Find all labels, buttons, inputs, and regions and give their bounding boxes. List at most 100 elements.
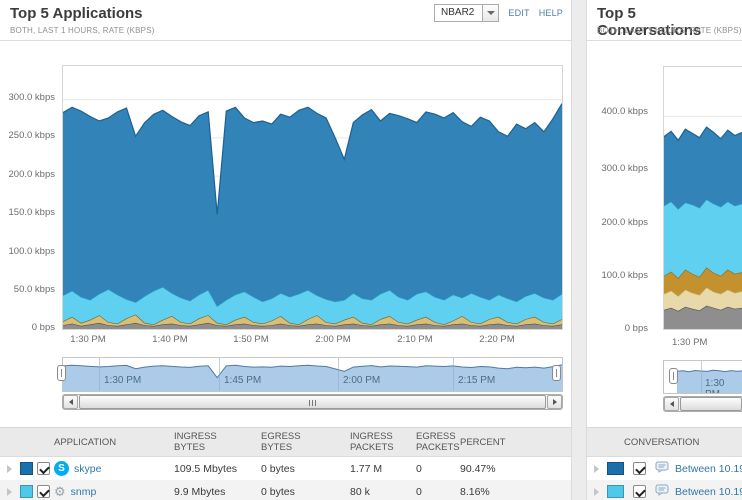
help-link[interactable]: HELP	[538, 8, 563, 18]
stacked-area-svg	[63, 99, 562, 329]
panel-subtitle: BOTH, LAST 1 HOURS, RATE (KBPS)	[10, 26, 155, 35]
scrubber-gridline	[453, 358, 454, 391]
scrubber-mini-chart	[677, 369, 742, 393]
application-link[interactable]: skype	[74, 462, 102, 475]
x-tick-label: 1:40 PM	[152, 334, 188, 345]
expand-arrow-icon[interactable]	[7, 487, 12, 496]
scrubber-mini-chart	[63, 364, 562, 391]
y-tick-label: 150.0 kbps	[8, 207, 55, 218]
chart-scrollbar[interactable]	[62, 394, 563, 410]
y-tick-label: 200.0 kbps	[601, 217, 648, 228]
x-tick-label: 2:00 PM	[315, 334, 351, 345]
row-checkbox[interactable]	[37, 485, 50, 498]
arrow-left-icon	[669, 401, 674, 407]
scrollbar-thumb[interactable]	[680, 397, 742, 411]
x-tick-label: 1:30 PM	[70, 334, 106, 345]
header-controls: NBAR2 EDIT HELP	[434, 4, 563, 22]
y-tick-label: 100.0 kbps	[8, 246, 55, 257]
scrollbar-left-arrow[interactable]	[63, 395, 78, 409]
time-range-scrubber[interactable]: 1:30 PM 1:45 PM 2:00 PM 2:15 PM	[62, 357, 563, 392]
ingress-packets-value: 80 k	[350, 485, 370, 498]
ingress-packets-value: 1.77 M	[350, 462, 383, 475]
row-checkbox[interactable]	[633, 485, 646, 498]
scrubber-left-handle[interactable]	[57, 365, 66, 381]
conversation-link[interactable]: Between 10.19	[675, 462, 742, 475]
y-tick-label: 0 bps	[624, 323, 648, 334]
row-checkbox[interactable]	[633, 462, 646, 475]
scrollbar-right-arrow[interactable]	[547, 395, 562, 409]
col-egress-packets: EGRESS PACKETS	[416, 431, 460, 453]
applications-table: APPLICATION INGRESS BYTES EGRESS BYTES I…	[0, 427, 571, 500]
page-title: Top 5 Applications	[10, 5, 143, 22]
egress-packets-value: 0	[416, 462, 422, 475]
table-row: Between 10.19	[587, 457, 742, 480]
scrubber-tick-label: 2:00 PM	[343, 375, 381, 386]
y-tick-label: 200.0 kbps	[8, 169, 55, 180]
y-tick-label: 100.0 kbps	[601, 270, 648, 281]
y-tick-label: 250.0 kbps	[8, 130, 55, 141]
scrollbar-grip-icon	[308, 400, 317, 406]
x-tick-label: 1:50 PM	[233, 334, 269, 345]
y-tick-label: 50.0 kbps	[13, 284, 55, 295]
conversation-icon	[655, 484, 675, 499]
col-ingress-bytes: INGRESS BYTES	[174, 431, 217, 453]
arrow-left-icon	[68, 399, 73, 405]
y-tick-label: 0 bps	[31, 322, 55, 333]
scrollbar-left-arrow[interactable]	[664, 397, 679, 411]
egress-packets-value: 0	[416, 485, 422, 498]
series-color-swatch	[20, 485, 33, 498]
conversations-area-chart	[663, 66, 742, 330]
scrubber-gridline	[338, 358, 339, 391]
conversations-table: CONVERSATION Between 10.19 Between 10.19	[587, 427, 742, 500]
y-tick-label: 300.0 kbps	[8, 92, 55, 103]
gear-icon	[54, 485, 66, 498]
expand-arrow-icon[interactable]	[594, 464, 599, 473]
egress-bytes-value: 0 bytes	[261, 485, 295, 498]
page-title: Top 5 Conversations	[597, 5, 702, 39]
expand-arrow-icon[interactable]	[7, 464, 12, 473]
col-ingress-packets: INGRESS PACKETS	[350, 431, 394, 453]
col-percent: PERCENT	[460, 436, 506, 448]
skype-icon	[54, 461, 69, 476]
scrubber-gridline	[99, 358, 100, 391]
row-checkbox[interactable]	[37, 462, 50, 475]
ingress-bytes-value: 109.5 Mbytes	[174, 462, 238, 475]
table-header-row: CONVERSATION	[587, 427, 742, 457]
chart-scrollbar[interactable]	[663, 396, 742, 412]
application-link[interactable]: snmp	[70, 485, 97, 498]
scrubber-tick-label: 1:30 PM	[705, 378, 725, 393]
scrubber-gridline	[219, 358, 220, 391]
edit-link[interactable]: EDIT	[508, 8, 530, 18]
table-row: snmp 9.9 Mbytes 0 bytes 80 k 0 8.16%	[0, 480, 571, 500]
scrollbar-thumb[interactable]	[79, 395, 546, 409]
x-tick-label: 1:30 PM	[672, 337, 708, 348]
x-tick-label: 2:10 PM	[397, 334, 433, 345]
panel-header: Top 5 Applications BOTH, LAST 1 HOURS, R…	[0, 0, 571, 41]
stacked-area-svg	[664, 115, 742, 329]
egress-bytes-value: 0 bytes	[261, 462, 295, 475]
series-color-swatch	[607, 485, 624, 498]
nbar2-dropdown[interactable]: NBAR2	[434, 4, 500, 22]
scrubber-tick-label: 2:15 PM	[458, 375, 496, 386]
applications-area-chart	[62, 65, 563, 330]
ingress-bytes-value: 9.9 Mbytes	[174, 485, 226, 498]
dropdown-button[interactable]	[482, 5, 499, 21]
scrubber-right-handle[interactable]	[552, 365, 561, 381]
scrubber-left-handle[interactable]	[669, 368, 678, 384]
panel-top5-conversations: Top 5 Conversations BOTH, LAST 1 HOURS, …	[587, 0, 742, 500]
percent-value: 90.47%	[460, 462, 496, 475]
panel-subtitle: BOTH, LAST 1 HOURS, RATE (KBPS)	[597, 26, 742, 35]
y-tick-label: 300.0 kbps	[601, 163, 648, 174]
conversation-link[interactable]: Between 10.19	[675, 485, 742, 498]
dropdown-value: NBAR2	[441, 7, 475, 18]
panel-header: Top 5 Conversations BOTH, LAST 1 HOURS, …	[587, 0, 742, 41]
percent-value: 8.16%	[460, 485, 490, 498]
expand-arrow-icon[interactable]	[594, 487, 599, 496]
y-tick-label: 400.0 kbps	[601, 106, 648, 117]
table-row: Between 10.19	[587, 480, 742, 500]
scrubber-gridline	[701, 361, 702, 393]
series-color-swatch	[20, 462, 33, 475]
scrubber-tick-label: 1:30 PM	[104, 375, 142, 386]
conversation-icon	[655, 461, 675, 476]
